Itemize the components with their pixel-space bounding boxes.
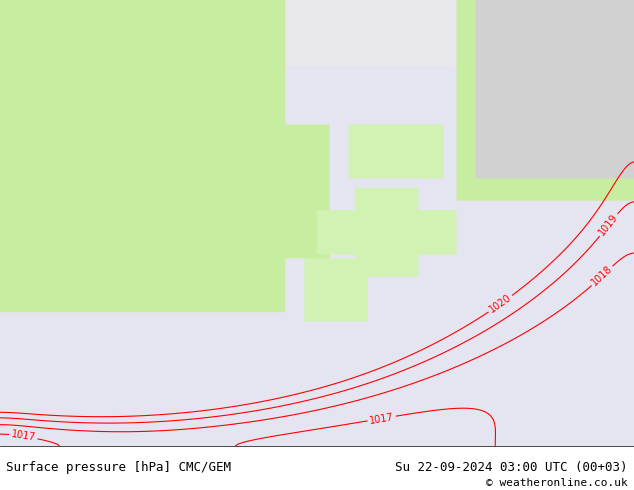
Text: 1020: 1020 [488,293,514,315]
Text: 1019: 1019 [597,212,620,238]
Text: 1017: 1017 [369,412,394,425]
Text: Surface pressure [hPa] CMC/GEM: Surface pressure [hPa] CMC/GEM [6,462,231,474]
Text: © weatheronline.co.uk: © weatheronline.co.uk [486,478,628,488]
Text: Su 22-09-2024 03:00 UTC (00+03): Su 22-09-2024 03:00 UTC (00+03) [395,462,628,474]
Text: 1017: 1017 [10,429,36,443]
Text: 1018: 1018 [590,264,614,288]
